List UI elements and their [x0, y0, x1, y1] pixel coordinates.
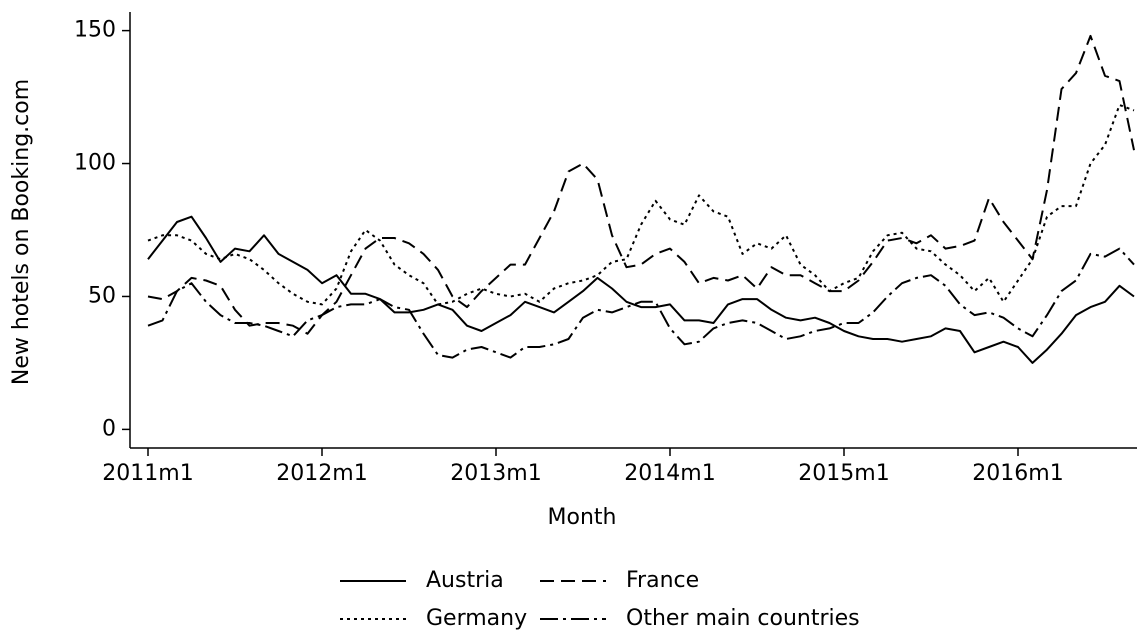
series-line [147, 215, 1135, 364]
series-line [147, 104, 1135, 306]
y-axis-label: New hotels on Booking.com [9, 79, 34, 385]
legend-label: Other main countries [626, 606, 860, 631]
series-line [147, 34, 1135, 335]
legend-label: France [626, 568, 699, 593]
legend-label: Austria [426, 568, 504, 593]
x-tick-label: 2012m1 [276, 461, 367, 486]
x-axis-label: Month [548, 505, 617, 530]
y-tick-label: 50 [88, 283, 116, 308]
y-tick-label: 150 [74, 18, 116, 43]
x-tick-label: 2011m1 [102, 461, 193, 486]
y-tick-label: 100 [74, 151, 116, 176]
x-tick-label: 2016m1 [972, 461, 1063, 486]
series-line [147, 247, 1135, 359]
x-tick-label: 2015m1 [798, 461, 889, 486]
legend-label: Germany [426, 606, 527, 631]
x-tick-label: 2013m1 [450, 461, 541, 486]
y-tick-label: 0 [102, 416, 116, 441]
x-tick-label: 2014m1 [624, 461, 715, 486]
